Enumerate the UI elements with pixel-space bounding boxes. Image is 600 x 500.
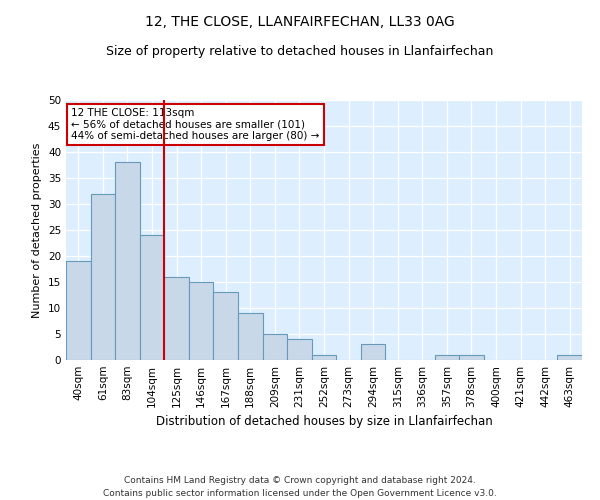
- Bar: [66, 261, 91, 360]
- Bar: [287, 339, 312, 360]
- Text: Contains HM Land Registry data © Crown copyright and database right 2024.: Contains HM Land Registry data © Crown c…: [124, 476, 476, 485]
- Bar: [91, 194, 115, 360]
- Text: 12 THE CLOSE: 113sqm
← 56% of detached houses are smaller (101)
44% of semi-deta: 12 THE CLOSE: 113sqm ← 56% of detached h…: [71, 108, 320, 141]
- Bar: [115, 162, 140, 360]
- Bar: [214, 292, 238, 360]
- Text: 12, THE CLOSE, LLANFAIRFECHAN, LL33 0AG: 12, THE CLOSE, LLANFAIRFECHAN, LL33 0AG: [145, 15, 455, 29]
- Bar: [140, 235, 164, 360]
- Bar: [361, 344, 385, 360]
- Text: Size of property relative to detached houses in Llanfairfechan: Size of property relative to detached ho…: [106, 45, 494, 58]
- Bar: [238, 313, 263, 360]
- X-axis label: Distribution of detached houses by size in Llanfairfechan: Distribution of detached houses by size …: [155, 416, 493, 428]
- Bar: [459, 355, 484, 360]
- Bar: [557, 355, 582, 360]
- Bar: [164, 277, 189, 360]
- Y-axis label: Number of detached properties: Number of detached properties: [32, 142, 43, 318]
- Bar: [189, 282, 214, 360]
- Bar: [263, 334, 287, 360]
- Bar: [434, 355, 459, 360]
- Bar: [312, 355, 336, 360]
- Text: Contains public sector information licensed under the Open Government Licence v3: Contains public sector information licen…: [103, 488, 497, 498]
